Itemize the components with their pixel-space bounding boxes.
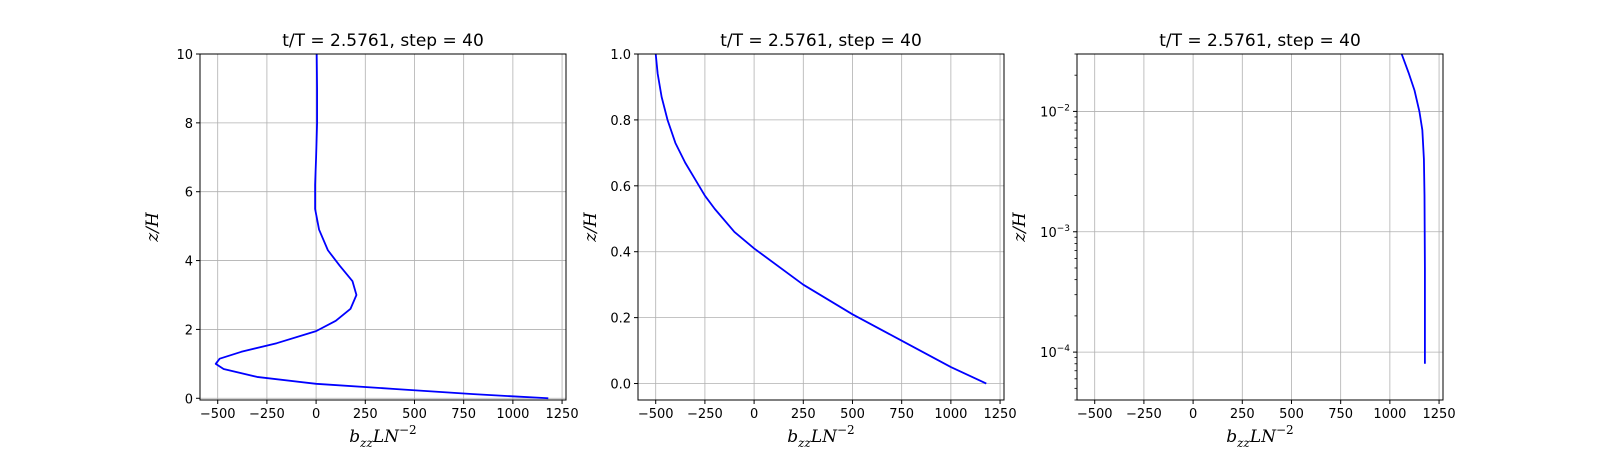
x-tick-label: 250 — [1230, 407, 1255, 422]
x-tick-label: −250 — [1126, 407, 1162, 422]
x-tick-label: −250 — [687, 407, 723, 422]
series-line — [1400, 53, 1426, 364]
series-line — [214, 53, 549, 400]
y-tick-label: 0.6 — [610, 180, 631, 195]
x-tick-label: 1000 — [1373, 407, 1406, 422]
y-tick-label: 1.0 — [610, 48, 631, 63]
y-tick-label: 0.4 — [610, 246, 631, 261]
x-tick-label: 500 — [1279, 407, 1304, 422]
y-tick-label: 2 — [185, 323, 193, 338]
chart-title: t/T = 2.5761, step = 40 — [720, 31, 922, 51]
y-axis-label: z/H — [581, 211, 601, 243]
x-tick-label: 1000 — [934, 407, 967, 422]
x-tick-label: 750 — [889, 407, 914, 422]
x-tick-label: 1250 — [546, 407, 579, 422]
x-tick-label: −500 — [1077, 407, 1113, 422]
y-tick-label: 4 — [185, 255, 193, 270]
y-tick-label: 0.8 — [610, 114, 631, 129]
plot-frame — [637, 53, 1005, 401]
y-tick-label: 10−2 — [1040, 103, 1070, 120]
y-tick-label: 0 — [185, 392, 193, 407]
y-tick-label: 10−3 — [1040, 224, 1070, 241]
x-tick-label: 0 — [750, 407, 758, 422]
x-tick-label: 500 — [402, 407, 427, 422]
x-axis-label: bzzLN−2 — [787, 423, 854, 450]
x-axis-label: bzzLN−2 — [349, 423, 416, 450]
chart-panel-3: −500 −250 0 250 500 750 1000 1250 10−4 10−3 10−2 t/… — [1010, 31, 1456, 450]
x-tick-label: 750 — [451, 407, 476, 422]
y-tick-label: 0.2 — [610, 312, 631, 327]
x-tick-label: −500 — [200, 407, 236, 422]
x-tick-label: 1000 — [496, 407, 529, 422]
plot-frame — [1076, 53, 1444, 401]
x-axis-label: bzzLN−2 — [1226, 423, 1293, 450]
y-axis-label: z/H — [143, 211, 163, 243]
plot-frame — [199, 53, 567, 401]
series-line — [654, 53, 987, 385]
x-tick-label: 500 — [840, 407, 865, 422]
x-tick-label: −500 — [638, 407, 674, 422]
y-tick-label: 10−4 — [1040, 344, 1070, 361]
chart-panel-1: −500 −250 0 250 500 750 1000 1250 0 2 4 6 8 10 t/T = 2… — [143, 31, 579, 450]
y-tick-label: 8 — [185, 117, 193, 132]
y-tick-label: 0.0 — [610, 378, 631, 393]
chart-title: t/T = 2.5761, step = 40 — [1159, 31, 1361, 51]
chart-title: t/T = 2.5761, step = 40 — [282, 31, 484, 51]
x-tick-label: 1250 — [1423, 407, 1456, 422]
x-tick-label: −250 — [249, 407, 285, 422]
y-tick-label: 6 — [185, 186, 193, 201]
y-axis-label: z/H — [1010, 211, 1030, 243]
y-tick-label: 10 — [176, 48, 193, 63]
chart-panel-2: −500 −250 0 250 500 750 1000 1250 0.0 0.2 0.4 0.6 0.… — [581, 31, 1017, 450]
x-tick-label: 250 — [353, 407, 378, 422]
x-tick-label: 750 — [1328, 407, 1353, 422]
x-tick-label: 0 — [1189, 407, 1197, 422]
x-tick-label: 0 — [312, 407, 320, 422]
x-tick-label: 1250 — [984, 407, 1017, 422]
x-tick-label: 250 — [791, 407, 816, 422]
